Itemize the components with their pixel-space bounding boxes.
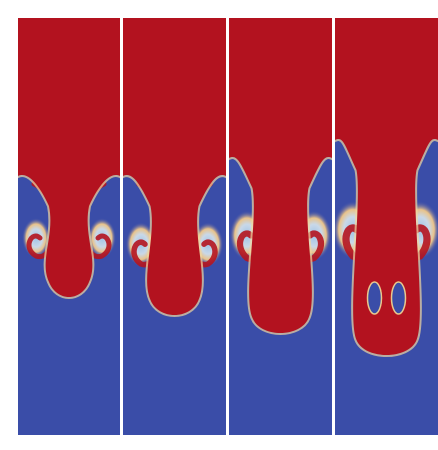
secondary-vortex	[392, 282, 406, 314]
panel	[18, 18, 120, 435]
panel-separator	[227, 18, 229, 435]
page: (() => { const svg = document.getElement…	[0, 0, 438, 450]
panel	[229, 18, 332, 435]
secondary-vortex	[368, 282, 382, 314]
panel	[123, 18, 226, 435]
panel	[333, 18, 438, 435]
simulation-figure	[0, 0, 438, 450]
panel-separator	[121, 18, 123, 435]
panel-separator	[333, 18, 335, 435]
